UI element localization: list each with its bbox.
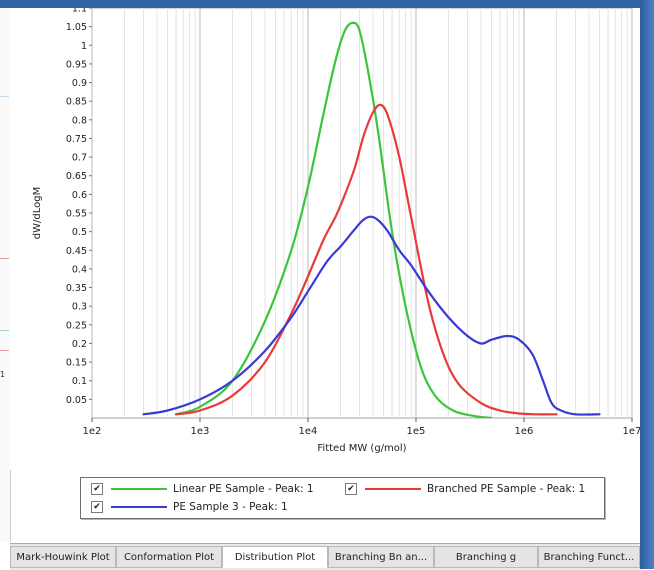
x-tick-label: 1e6 — [515, 426, 534, 437]
y-tick-label: 0.9 — [72, 78, 87, 89]
y-tick-label: 0.35 — [66, 283, 87, 294]
y-tick-label: 1 — [81, 41, 87, 52]
y-tick-label: 0.5 — [72, 227, 87, 238]
y-tick-label: 0.45 — [66, 246, 87, 257]
x-tick-label: 1e2 — [83, 426, 102, 437]
y-tick-label: 0.7 — [72, 153, 87, 164]
left-panel-tick-label: 1 — [0, 370, 5, 379]
x-tick-label: 1e3 — [191, 426, 210, 437]
legend-swatch — [111, 506, 167, 508]
tab-branching-function[interactable]: Branching Funct... — [538, 546, 640, 568]
window-frame-right — [640, 0, 654, 569]
legend-item-pe-sample-3[interactable]: ✔ PE Sample 3 - Peak: 1 — [91, 499, 288, 515]
tab-branching-bn[interactable]: Branching Bn an... — [328, 546, 434, 568]
y-tick-label: 0.95 — [66, 59, 87, 70]
y-tick-label: 0.75 — [66, 134, 87, 145]
panel-rule — [0, 258, 9, 259]
legend-checkbox[interactable]: ✔ — [345, 483, 357, 495]
y-tick-label: 0.25 — [66, 320, 87, 331]
y-tick-label: 0.3 — [72, 302, 87, 313]
y-tick-label: 0.65 — [66, 171, 87, 182]
legend-label: Linear PE Sample - Peak: 1 — [173, 483, 314, 495]
distribution-plot-panel[interactable]: 0.05 0.1 0.15 0.2 0.25 0.3 0.35 0.4 0.45 0.5 0.55 0… — [10, 8, 640, 470]
window-frame-top — [0, 0, 654, 8]
legend-swatch — [111, 488, 167, 490]
tab-conformation-plot[interactable]: Conformation Plot — [116, 546, 222, 568]
y-tick-label: 0.4 — [72, 264, 87, 275]
panel-rule — [0, 330, 9, 331]
tab-branching-g[interactable]: Branching g — [434, 546, 538, 568]
panel-rule — [0, 350, 9, 351]
legend-label: Branched PE Sample - Peak: 1 — [427, 483, 585, 495]
y-tick-label: 0.55 — [66, 209, 87, 220]
x-axis-title: Fitted MW (g/mol) — [317, 443, 406, 454]
panel-rule — [0, 96, 9, 97]
y-tick-label: 0.2 — [72, 339, 87, 350]
legend-label: PE Sample 3 - Peak: 1 — [173, 501, 288, 513]
y-tick-label: 1.05 — [66, 22, 87, 33]
tab-mark-houwink-plot[interactable]: Mark-Houwink Plot — [10, 546, 116, 568]
legend-checkbox[interactable]: ✔ — [91, 501, 103, 513]
y-tick-label: 0.6 — [72, 190, 87, 201]
y-axis-title: dW/dLogM — [32, 187, 43, 239]
plot-area — [92, 8, 632, 418]
x-tick-label: 1e7 — [623, 426, 640, 437]
chart-legend: ✔ Linear PE Sample - Peak: 1 ✔ Branched … — [80, 477, 605, 519]
y-tick-label: 1.1 — [72, 8, 87, 15]
x-tick-label: 1e4 — [299, 426, 318, 437]
y-tick-label: 0.1 — [72, 376, 87, 387]
y-tick-label: 0.15 — [66, 358, 87, 369]
legend-swatch — [365, 488, 421, 490]
x-tick-label: 1e5 — [407, 426, 426, 437]
legend-checkbox[interactable]: ✔ — [91, 483, 103, 495]
distribution-chart[interactable]: 0.05 0.1 0.15 0.2 0.25 0.3 0.35 0.4 0.45 0.5 0.55 0… — [10, 8, 640, 470]
y-tick-label: 0.8 — [72, 115, 87, 126]
tab-distribution-plot[interactable]: Distribution Plot — [222, 546, 328, 568]
plot-tab-bar: Mark-Houwink Plot Conformation Plot Dist… — [10, 543, 640, 570]
legend-item-branched-pe[interactable]: ✔ Branched PE Sample - Peak: 1 — [345, 481, 585, 497]
legend-item-linear-pe[interactable]: ✔ Linear PE Sample - Peak: 1 — [91, 481, 314, 497]
y-tick-label: 0.85 — [66, 97, 87, 108]
y-tick-label: 0.05 — [66, 395, 87, 406]
